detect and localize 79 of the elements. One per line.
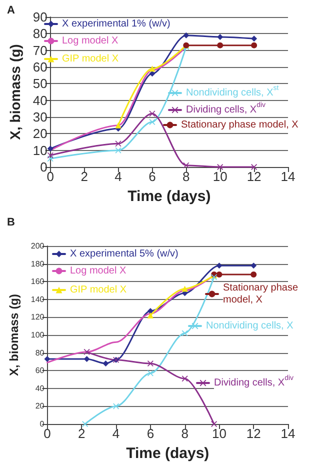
y-tick-label: 50 — [32, 76, 48, 92]
x-tick-label: 10 — [212, 426, 226, 441]
point — [47, 152, 54, 158]
point — [147, 308, 154, 314]
y-tick-label: 0 — [40, 160, 48, 174]
point — [250, 262, 257, 269]
chart-title: A — [7, 4, 15, 16]
x-axis-title: Time (days) — [126, 445, 210, 462]
point — [44, 356, 50, 362]
y-tick-label: 20 — [35, 402, 45, 411]
legend-label: Stationary phase model, X — [223, 282, 301, 306]
x-tick-label: 6 — [146, 426, 154, 441]
point — [147, 312, 154, 318]
legend-label: X experimental 1% (w/v) — [62, 18, 170, 30]
x-tick-label: 12 — [246, 169, 262, 184]
y-tick-label: 0 — [40, 420, 45, 428]
x-tick-label: 14 — [280, 426, 296, 441]
y-tick-label: 10 — [32, 142, 48, 158]
x-tick-label: 4 — [114, 169, 122, 184]
legend-label: Nondividing cells, X — [206, 320, 294, 332]
x-tick-label: 12 — [246, 426, 261, 441]
y-tick-label: 80 — [35, 348, 45, 358]
x-tick-label: 8 — [182, 169, 190, 184]
point — [183, 162, 190, 168]
x-axis-title: Time (days) — [128, 188, 211, 205]
x-tick-label: 2 — [78, 426, 86, 441]
point — [216, 262, 222, 269]
x-tick-label: 6 — [148, 169, 156, 184]
point — [115, 122, 122, 128]
y-tick-label: 30 — [32, 110, 48, 124]
point — [251, 36, 258, 42]
point — [217, 42, 224, 48]
chart-title: B — [7, 216, 15, 228]
x-tick-label: 14 — [280, 169, 296, 184]
x-tick-label: 4 — [112, 426, 120, 441]
point — [183, 32, 190, 38]
legend-label: GIP model X — [70, 284, 127, 296]
legend-label: Stationary phase model, X — [181, 120, 299, 130]
point — [211, 421, 218, 427]
point — [84, 356, 90, 362]
point — [147, 360, 154, 366]
y-tick-label: 70 — [32, 42, 48, 58]
y-tick-label: 140 — [30, 294, 45, 304]
point — [149, 66, 156, 72]
point — [217, 164, 224, 170]
y-tick-label: 60 — [32, 60, 48, 74]
y-tick-label: 180 — [30, 259, 45, 268]
point — [182, 330, 188, 336]
y-axis-title: X, biomass (g) — [7, 44, 23, 140]
y-tick-label: 100 — [30, 330, 45, 340]
y-tick-label: 20 — [32, 126, 48, 142]
y-tick-label: 40 — [32, 92, 48, 108]
point — [182, 376, 188, 382]
point — [149, 110, 156, 117]
y-tick-label: 120 — [30, 312, 45, 322]
y-tick-label: 160 — [30, 277, 45, 286]
legend-label: GIP model X — [62, 54, 119, 64]
point — [102, 360, 109, 366]
x-tick-label: 8 — [181, 426, 188, 441]
y-tick-label: 200 — [30, 242, 45, 250]
legend-label: Log model X — [70, 266, 126, 276]
y-axis-title: X, biomass (g) — [7, 294, 21, 376]
y-tick-label: 40 — [35, 384, 45, 393]
point — [182, 286, 188, 292]
x-tick-label: 10 — [212, 169, 228, 184]
point — [216, 271, 222, 278]
x-tick-label: 2 — [80, 169, 88, 184]
y-tick-label: 60 — [35, 366, 45, 376]
point — [251, 42, 258, 48]
y-tick-label: 90 — [32, 10, 48, 24]
point — [115, 140, 122, 147]
point — [251, 164, 258, 170]
point — [82, 421, 88, 427]
legend-label: Log model X — [62, 36, 118, 46]
y-tick-label: 80 — [32, 26, 48, 42]
point — [115, 147, 122, 154]
point — [250, 271, 257, 278]
point — [47, 146, 54, 152]
legend-label: X experimental 5% (w/v) — [70, 248, 178, 260]
